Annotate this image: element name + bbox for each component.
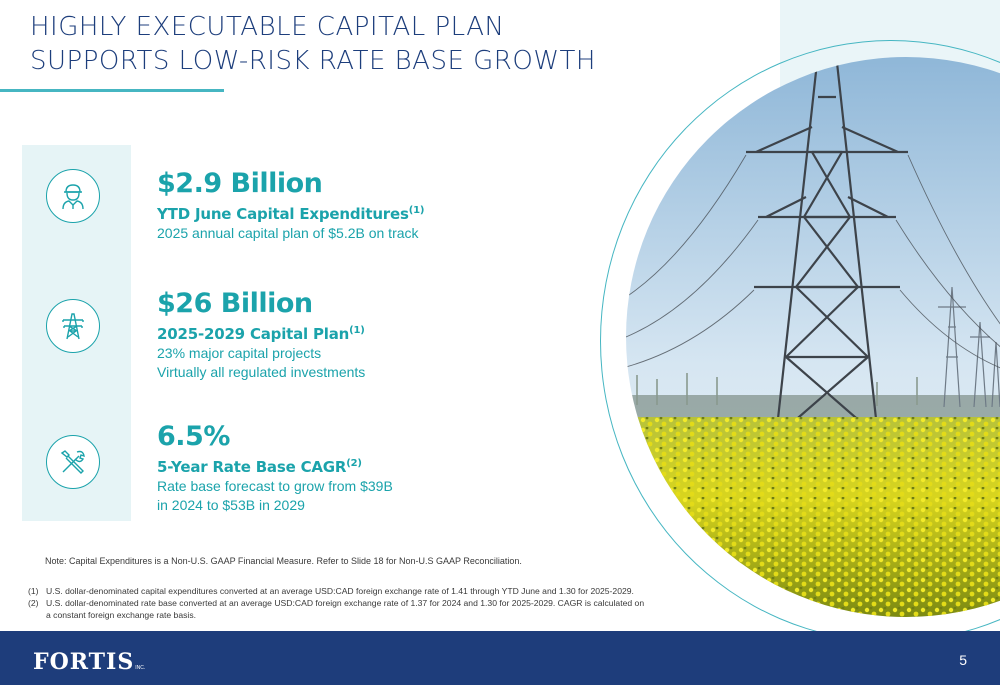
- footnote-text: U.S. dollar-denominated capital expendit…: [46, 586, 634, 596]
- footnote-number: (2): [28, 598, 39, 608]
- transmission-tower-icon: [46, 299, 100, 353]
- title-underline: [0, 89, 224, 92]
- stat-capex-value: $2.9 Billion: [157, 168, 323, 199]
- title-line-1: HIGHLY EXECUTABLE CAPITAL PLAN: [30, 12, 505, 42]
- stat-rate-base: 6.5% 5-Year Rate Base CAGR(2) Rate base …: [157, 421, 393, 515]
- stat-capex-label-text: YTD June Capital Expenditures: [157, 205, 409, 223]
- footnote-number: (1): [28, 586, 39, 596]
- stat-capital-plan-desc-1: 23% major capital projects: [157, 345, 322, 361]
- footnote-ref: (1): [408, 205, 425, 216]
- page-number: 5: [959, 652, 967, 668]
- footnote-2: (2) U.S. dollar-denominated rate base co…: [28, 597, 648, 621]
- footnote-1: (1) U.S. dollar-denominated capital expe…: [28, 585, 648, 597]
- page-title: HIGHLY EXECUTABLE CAPITAL PLAN SUPPORTS …: [30, 10, 596, 78]
- stat-capex: $2.9 Billion YTD June Capital Expenditur…: [157, 168, 424, 243]
- stat-capital-plan-label: 2025-2029 Capital Plan(1): [157, 321, 365, 344]
- stat-capital-plan-desc-2: Virtually all regulated investments: [157, 364, 366, 380]
- logo-text: FORTIS: [33, 649, 135, 675]
- footnotes: (1) U.S. dollar-denominated capital expe…: [28, 585, 648, 621]
- footnote-ref: (2): [346, 458, 362, 469]
- stat-rate-base-desc-1: Rate base forecast to grow from $39B: [157, 478, 393, 494]
- title-line-2: SUPPORTS LOW-RISK RATE BASE GROWTH: [30, 46, 596, 76]
- fortis-logo: FORTISINC.: [33, 649, 145, 675]
- stat-rate-base-desc-2: in 2024 to $53B in 2029: [157, 497, 305, 513]
- stat-capex-desc: 2025 annual capital plan of $5.2B on tra…: [157, 225, 419, 241]
- stat-rate-base-label-text: 5-Year Rate Base CAGR: [157, 458, 347, 476]
- footnote-ref: (1): [349, 325, 365, 336]
- logo-suffix: INC.: [135, 665, 146, 671]
- icon-panel: [22, 145, 131, 521]
- stat-capital-plan-value: $26 Billion: [157, 288, 313, 319]
- stat-rate-base-label: 5-Year Rate Base CAGR(2): [157, 454, 393, 477]
- stat-rate-base-value: 6.5%: [157, 421, 230, 452]
- stat-capital-plan: $26 Billion 2025-2029 Capital Plan(1) 23…: [157, 288, 365, 382]
- stat-capex-label: YTD June Capital Expenditures(1): [157, 201, 424, 224]
- gaap-note: Note: Capital Expenditures is a Non-U.S.…: [45, 556, 522, 566]
- worker-icon: [46, 169, 100, 223]
- footer-bar: FORTISINC. 5: [0, 631, 1000, 685]
- footnote-text: U.S. dollar-denominated rate base conver…: [46, 598, 645, 620]
- stat-capital-plan-label-text: 2025-2029 Capital Plan: [157, 325, 350, 343]
- tools-icon: [46, 435, 100, 489]
